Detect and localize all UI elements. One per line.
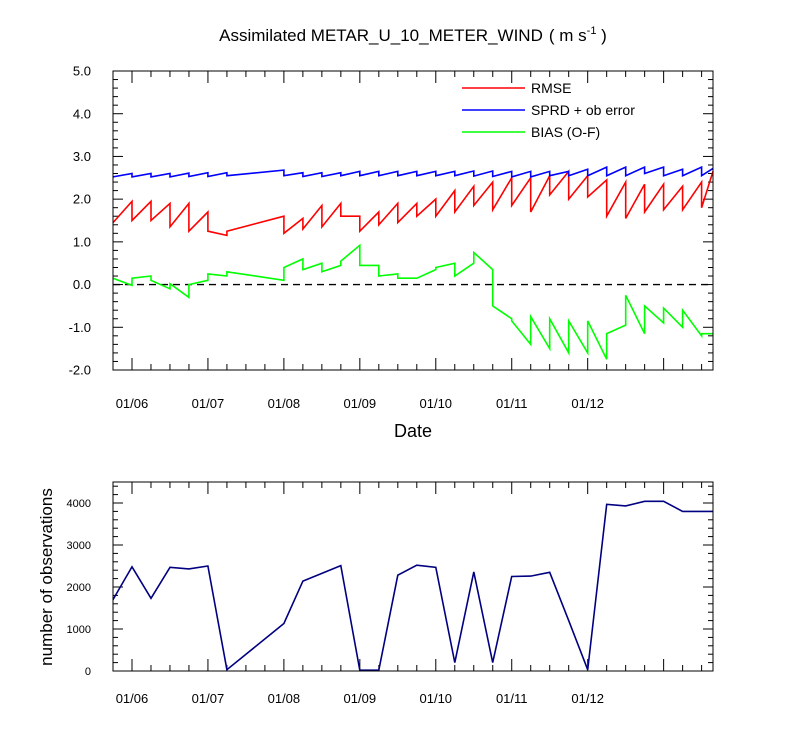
top-x-tick-label-3: 01/09 <box>344 396 377 411</box>
top-y-tick-label-0: -2.0 <box>69 363 91 378</box>
bottom-chart-series <box>112 500 713 672</box>
top-chart-frame <box>112 70 714 371</box>
top-y-tick-labels: -2.0 -1.0 0.0 1.0 2.0 3.0 4.0 5.0 <box>69 64 91 378</box>
top-y-tick-label-1: -1.0 <box>69 320 91 335</box>
bottom-series-line-number-of-observations <box>112 500 713 672</box>
top-x-tick-labels: 01/06 01/07 01/08 01/09 01/10 01/11 01/12 <box>116 396 604 411</box>
top-y-tick-label-3: 1.0 <box>73 234 91 249</box>
top-y-tick-label-4: 2.0 <box>73 192 91 207</box>
bottom-x-tick-label-0: 01/06 <box>116 691 149 706</box>
bottom-y-axis-label: number of observations <box>37 488 56 666</box>
bottom-x-tick-label-6: 01/12 <box>571 691 604 706</box>
top-series-line-rmse <box>112 169 714 237</box>
legend-label-bias: BIAS (O-F) <box>531 124 600 140</box>
top-chart-ticks <box>112 70 713 371</box>
legend: RMSE SPRD + ob error BIAS (O-F) <box>462 80 635 140</box>
top-chart-series <box>112 165 714 360</box>
bottom-y-tick-labels: 0 1000 2000 3000 4000 <box>67 498 91 678</box>
chart-title-units-prefix: ( m s <box>549 26 587 45</box>
top-y-tick-label-6: 4.0 <box>73 106 91 121</box>
top-x-axis-label: Date <box>394 421 432 441</box>
top-y-tick-label-7: 5.0 <box>73 64 91 79</box>
top-x-tick-label-1: 01/07 <box>192 396 225 411</box>
bottom-y-tick-label-3: 3000 <box>67 540 91 552</box>
top-chart-panel: -2.0-1.00.01.02.03.04.05.0 01/06 01/07 01/… <box>69 64 714 441</box>
bottom-x-tick-label-5: 01/11 <box>496 691 528 706</box>
bottom-x-tick-label-2: 01/08 <box>268 691 301 706</box>
bottom-y-tick-label-1: 1000 <box>67 624 91 636</box>
chart-title-main: Assimilated METAR_U_10_METER_WIND <box>219 26 543 45</box>
top-x-tick-label-0: 01/06 <box>116 396 149 411</box>
bottom-x-tick-label-3: 01/09 <box>344 691 377 706</box>
bottom-y-tick-label-2: 2000 <box>67 582 91 594</box>
top-y-tick-label-5: 3.0 <box>73 149 91 164</box>
chart-title-units-suffix: ) <box>596 26 606 45</box>
top-x-tick-label-2: 01/08 <box>268 396 301 411</box>
top-y-tick-label-2: 0.0 <box>73 277 91 292</box>
chart-title-units-sup: -1 <box>587 25 597 37</box>
legend-label-sprd: SPRD + ob error <box>531 102 635 118</box>
bottom-y-tick-label-4: 4000 <box>67 498 91 510</box>
bottom-x-tick-labels: 01/06 01/07 01/08 01/09 01/10 01/11 01/12 <box>116 691 604 706</box>
top-series-line-bias-o-f <box>112 243 713 360</box>
legend-label-rmse: RMSE <box>531 80 571 96</box>
bottom-chart-frame <box>112 481 714 672</box>
top-x-tick-label-4: 01/10 <box>420 396 453 411</box>
bottom-x-tick-label-4: 01/10 <box>420 691 453 706</box>
bottom-y-tick-label-0: 0 <box>85 666 91 678</box>
chart-title: Assimilated METAR_U_10_METER_WIND ( m s-1… <box>219 25 607 45</box>
bottom-x-tick-label-1: 01/07 <box>192 691 225 706</box>
top-x-tick-label-5: 01/11 <box>496 396 528 411</box>
top-x-tick-label-6: 01/12 <box>571 396 604 411</box>
bottom-chart-ticks <box>112 482 713 672</box>
top-series-line-sprd-ob-error <box>112 165 714 178</box>
